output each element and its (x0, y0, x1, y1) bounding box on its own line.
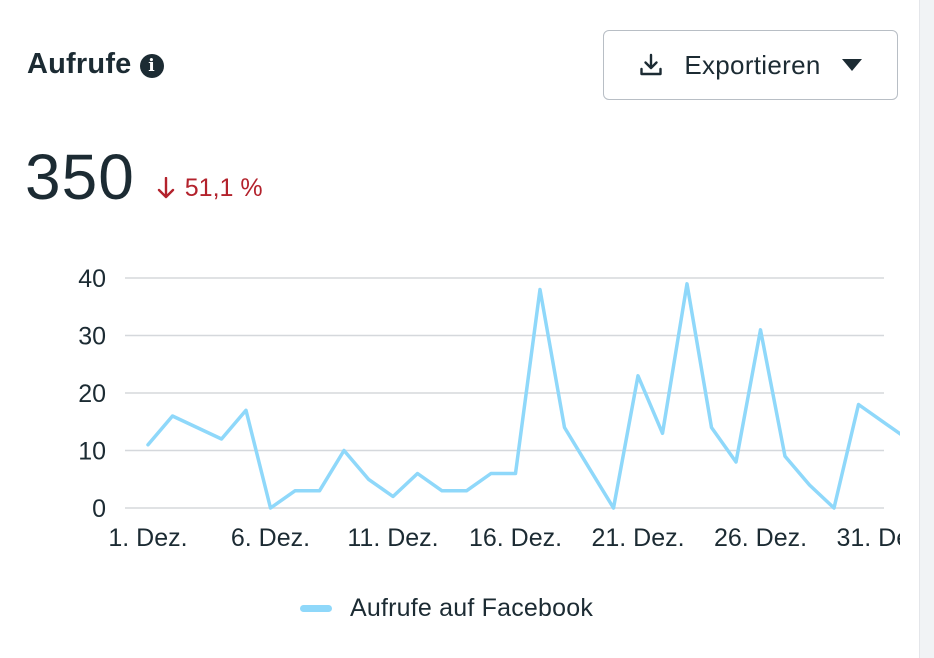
y-tick-label: 10 (78, 438, 106, 466)
x-tick-label: 26. Dez. (714, 524, 807, 552)
y-tick-label: 0 (92, 495, 106, 523)
data-point (416, 472, 419, 475)
data-point (587, 466, 591, 469)
data-point (759, 328, 762, 331)
x-tick-label: 11. Dez. (347, 524, 438, 552)
data-point (269, 506, 272, 510)
y-tick-label: 30 (78, 323, 106, 351)
scroll-edge (919, 0, 934, 658)
data-point (514, 472, 517, 475)
data-point (342, 449, 346, 452)
caret-down-icon (841, 59, 862, 71)
metric-value: 350 (25, 141, 135, 213)
data-point (857, 403, 860, 406)
data-point (563, 426, 566, 429)
info-icon[interactable]: i (139, 53, 164, 78)
data-point (538, 288, 542, 291)
data-point (367, 478, 370, 481)
data-point (734, 460, 738, 464)
data-point (636, 374, 640, 377)
delta-value: 51,1 % (184, 173, 263, 202)
x-tick-label: 6. Dez. (231, 524, 310, 552)
data-point (832, 506, 836, 510)
metric-delta: 51,1 % (157, 174, 263, 203)
x-tick-label: 31. Dez. (836, 524, 920, 552)
data-point (171, 414, 174, 418)
download-icon (640, 53, 663, 76)
data-point (685, 282, 689, 285)
y-tick-label: 40 (78, 265, 106, 293)
card-title: Aufrufe (27, 48, 132, 80)
metric-summary: 350 51,1 % (25, 140, 263, 214)
export-button[interactable]: Exportieren (603, 30, 898, 100)
data-point (318, 489, 321, 492)
data-point (489, 472, 493, 475)
data-point (244, 409, 248, 412)
data-point (881, 420, 885, 423)
x-tick-label: 1. Dez. (108, 524, 187, 552)
data-point (710, 426, 713, 429)
y-tick-label: 20 (78, 380, 106, 408)
arrow-down-icon (157, 177, 174, 199)
data-point (146, 443, 150, 446)
x-tick-label: 16. Dez. (469, 524, 562, 552)
data-point (195, 426, 199, 429)
data-point (220, 437, 223, 441)
data-point (391, 495, 395, 498)
x-tick-label: 21. Dez. (591, 524, 684, 552)
data-point (808, 483, 811, 487)
card-header: Aufrufe i (27, 48, 164, 81)
data-point (783, 455, 787, 458)
data-point (612, 506, 615, 510)
data-point (465, 489, 468, 492)
data-point (440, 489, 444, 492)
views-line-chart: 0 10 20 30 40 1. Dez. 6. Dez. 11. Dez. 16. Dez. 2… (78, 265, 920, 552)
legend-label: Aufrufe auf Facebook (350, 594, 594, 622)
legend-swatch (300, 605, 332, 612)
data-point (906, 438, 908, 440)
chart-legend: Aufrufe auf Facebook (300, 594, 593, 623)
series-line-0 (146, 282, 900, 510)
export-label: Exportieren (684, 49, 821, 80)
data-point (293, 489, 297, 492)
data-point (661, 432, 664, 435)
